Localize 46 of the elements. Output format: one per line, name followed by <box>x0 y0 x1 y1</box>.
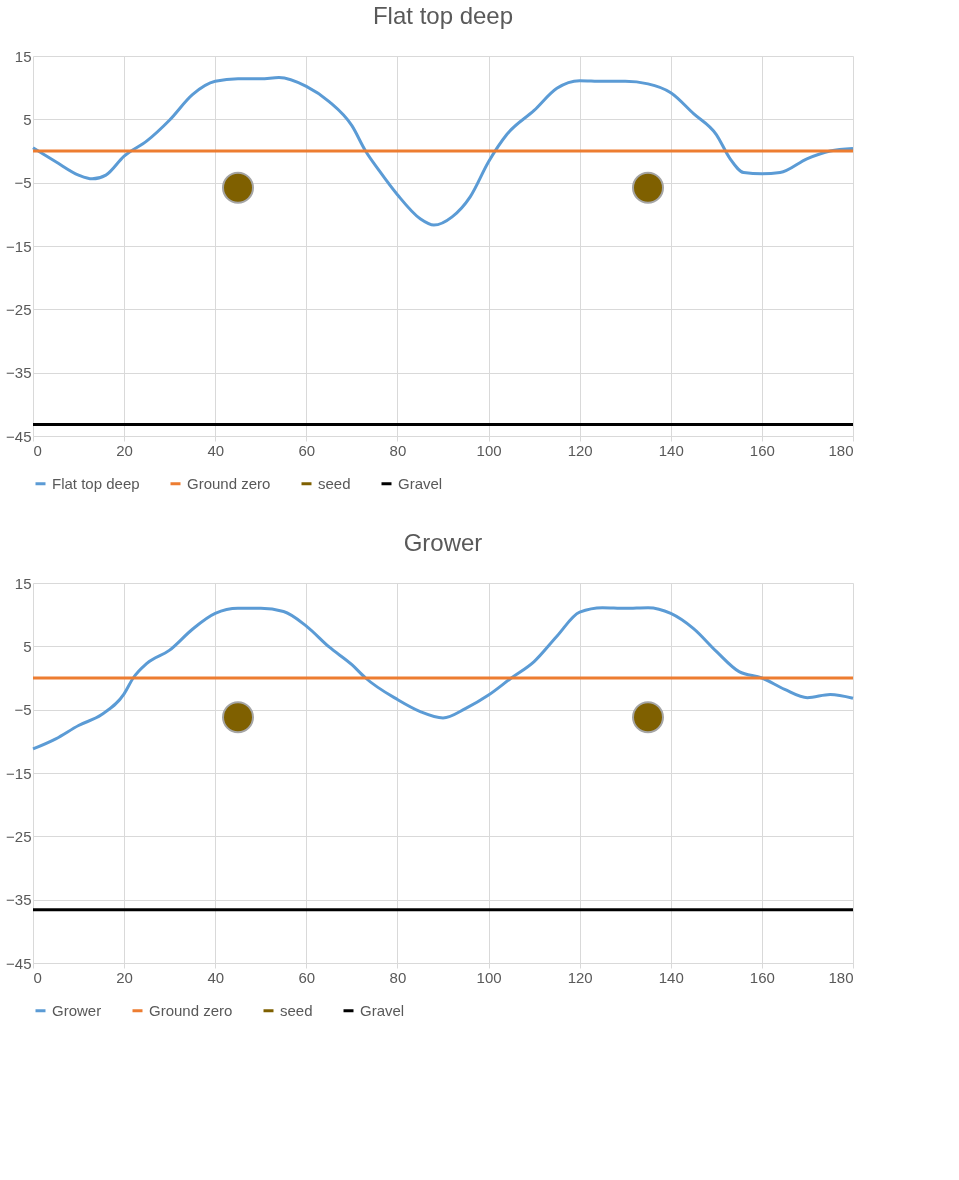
chart-title: Grower <box>403 529 483 556</box>
x-tick-label: 20 <box>116 441 133 459</box>
x-tick-label: 60 <box>298 968 316 986</box>
x-tick-label: 160 <box>749 968 775 986</box>
x-tick-label: 80 <box>389 441 407 459</box>
x-tick-label: 160 <box>749 441 775 459</box>
legend-label: Ground zero <box>149 1001 233 1019</box>
x-tick-label: 180 <box>828 968 854 986</box>
x-tick-label: 140 <box>658 441 684 459</box>
y-tick-label: 15 <box>14 574 32 592</box>
legend-label: seed <box>280 1001 313 1019</box>
x-tick-label: 120 <box>567 441 593 459</box>
line-series <box>31 76 855 227</box>
x-tick-label: 140 <box>658 968 684 986</box>
line-series <box>31 606 855 751</box>
y-tick-label: −35 <box>6 364 32 382</box>
x-tick-label: 40 <box>207 968 225 986</box>
legend-label: Gravel <box>398 474 443 492</box>
y-tick-label: −5 <box>14 701 32 719</box>
x-tick-label: 40 <box>207 441 225 459</box>
y-tick-label: −25 <box>6 827 32 845</box>
legend-label: seed <box>318 474 351 492</box>
x-tick-label: 100 <box>476 441 502 459</box>
y-tick-label: −15 <box>6 237 32 255</box>
x-tick-label: 80 <box>389 968 407 986</box>
y-tick-label: −25 <box>6 300 32 318</box>
y-tick-label: −35 <box>6 891 32 909</box>
y-tick-label: 15 <box>14 47 32 65</box>
x-tick-label: 0 <box>33 968 42 986</box>
y-tick-label: −45 <box>6 954 32 972</box>
legend-label: Grower <box>52 1001 102 1019</box>
y-tick-label: −15 <box>6 764 32 782</box>
y-tick-label: 5 <box>23 637 32 655</box>
chart-title: Flat top deep <box>372 2 514 29</box>
legend-label: Gravel <box>360 1001 405 1019</box>
x-tick-label: 120 <box>567 968 593 986</box>
x-tick-label: 0 <box>33 441 42 459</box>
x-tick-label: 60 <box>298 441 316 459</box>
x-tick-label: 180 <box>828 441 854 459</box>
x-tick-label: 100 <box>476 968 502 986</box>
legend-label: Ground zero <box>187 474 271 492</box>
y-tick-label: −5 <box>14 174 32 192</box>
y-tick-label: 5 <box>23 110 32 128</box>
y-tick-label: −45 <box>6 427 32 445</box>
legend-label: Flat top deep <box>52 474 140 492</box>
x-tick-label: 20 <box>116 968 133 986</box>
